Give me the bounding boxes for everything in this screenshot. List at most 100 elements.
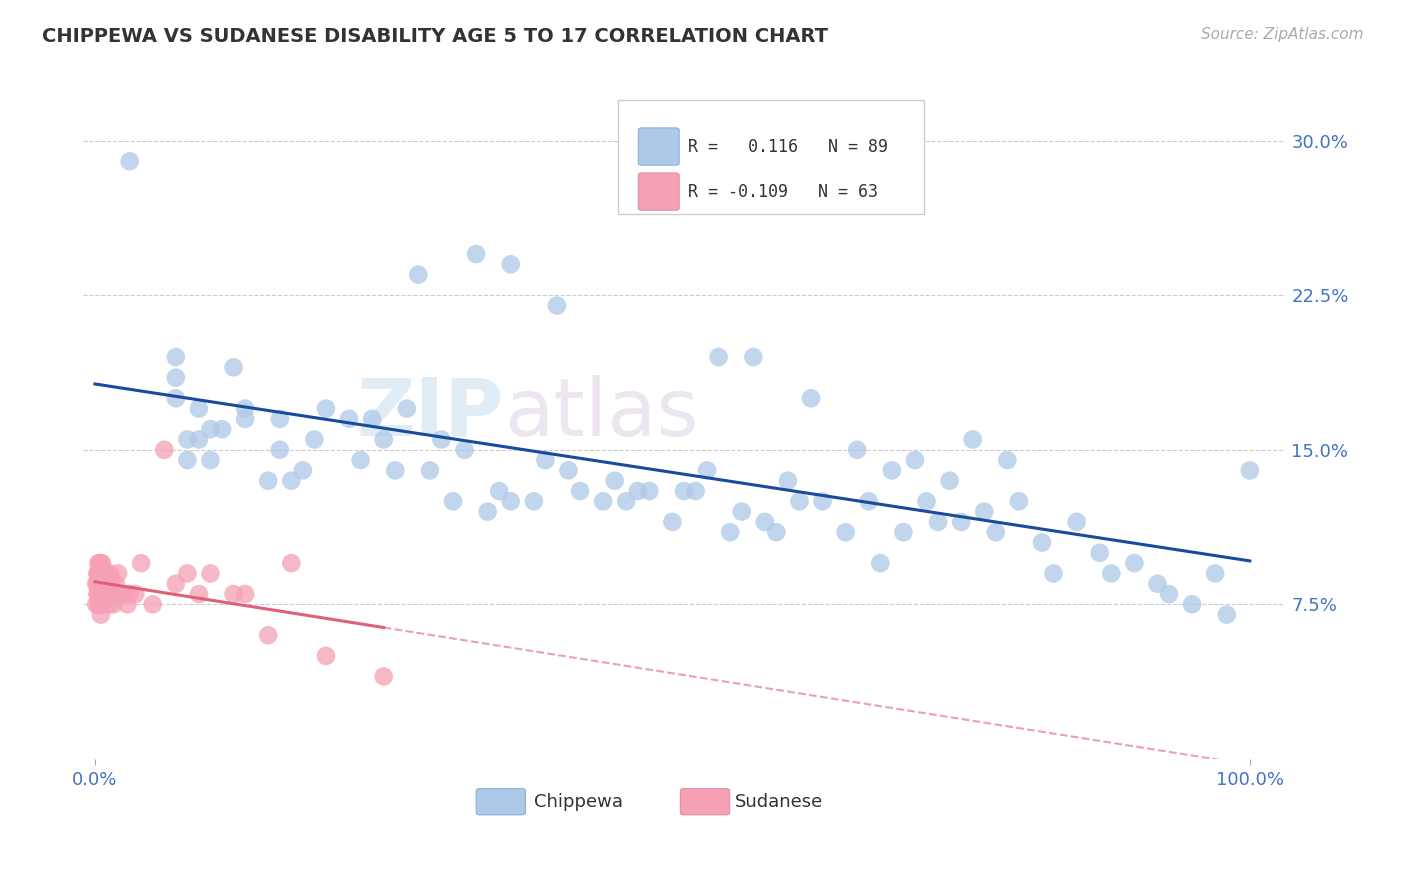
Point	[800, 391, 823, 405]
Point	[104, 576, 127, 591]
Point	[87, 598, 110, 612]
Point	[233, 401, 256, 416]
Point	[627, 483, 650, 498]
Point	[187, 401, 209, 416]
Point	[124, 587, 146, 601]
Point	[153, 442, 176, 457]
Point	[93, 587, 115, 601]
Point	[90, 576, 112, 591]
Point	[1008, 494, 1031, 508]
Point	[90, 576, 112, 591]
Point	[1146, 576, 1168, 591]
Point	[1216, 607, 1239, 622]
Point	[269, 412, 291, 426]
Point	[90, 598, 112, 612]
Point	[91, 587, 114, 601]
Point	[465, 247, 488, 261]
Point	[1066, 515, 1088, 529]
Point	[233, 412, 256, 426]
Point	[846, 442, 869, 457]
Text: atlas: atlas	[503, 375, 699, 453]
Point	[546, 299, 568, 313]
Point	[233, 587, 256, 601]
Point	[117, 598, 139, 612]
Point	[441, 494, 464, 508]
Point	[384, 463, 406, 477]
Point	[96, 566, 118, 581]
Point	[361, 412, 384, 426]
FancyBboxPatch shape	[638, 128, 679, 165]
Point	[91, 576, 114, 591]
Point	[315, 648, 337, 663]
Point	[280, 474, 302, 488]
Point	[754, 515, 776, 529]
Point	[904, 453, 927, 467]
Point	[430, 433, 453, 447]
Point	[592, 494, 614, 508]
Point	[142, 598, 165, 612]
Point	[90, 607, 112, 622]
Point	[86, 587, 108, 601]
Point	[776, 474, 799, 488]
Point	[89, 556, 111, 570]
Point	[696, 463, 718, 477]
Point	[349, 453, 371, 467]
Text: Source: ZipAtlas.com: Source: ZipAtlas.com	[1201, 27, 1364, 42]
Point	[118, 154, 141, 169]
Point	[187, 587, 209, 601]
Point	[973, 505, 995, 519]
Point	[603, 474, 626, 488]
Point	[101, 587, 124, 601]
Point	[96, 587, 118, 601]
Point	[638, 483, 661, 498]
Point	[1099, 566, 1122, 581]
Point	[950, 515, 973, 529]
Point	[89, 598, 111, 612]
Point	[86, 566, 108, 581]
Point	[280, 556, 302, 570]
Point	[200, 566, 222, 581]
Point	[90, 556, 112, 570]
Point	[110, 587, 132, 601]
Point	[614, 494, 637, 508]
Point	[200, 453, 222, 467]
Point	[90, 598, 112, 612]
Point	[97, 598, 120, 612]
Point	[87, 566, 110, 581]
FancyBboxPatch shape	[477, 789, 526, 815]
Point	[96, 576, 118, 591]
Point	[107, 566, 129, 581]
Point	[100, 576, 122, 591]
Point	[129, 556, 152, 570]
Point	[97, 587, 120, 601]
Point	[90, 566, 112, 581]
Point	[718, 525, 741, 540]
Point	[834, 525, 856, 540]
Point	[661, 515, 683, 529]
Point	[880, 463, 903, 477]
Point	[176, 566, 198, 581]
Point	[395, 401, 418, 416]
Point	[222, 360, 245, 375]
Point	[291, 463, 314, 477]
Text: Chippewa: Chippewa	[534, 793, 623, 811]
Point	[1042, 566, 1064, 581]
Point	[165, 391, 187, 405]
Point	[165, 370, 187, 384]
FancyBboxPatch shape	[681, 789, 730, 815]
Point	[789, 494, 811, 508]
Point	[176, 433, 198, 447]
Point	[90, 587, 112, 601]
Point	[477, 505, 499, 519]
Point	[742, 350, 765, 364]
Point	[257, 628, 280, 642]
Point	[86, 576, 108, 591]
Point	[257, 474, 280, 488]
Point	[1088, 546, 1111, 560]
Point	[707, 350, 730, 364]
Point	[488, 483, 510, 498]
Text: Sudanese: Sudanese	[734, 793, 823, 811]
Point	[938, 474, 960, 488]
Point	[499, 494, 522, 508]
Point	[90, 556, 112, 570]
